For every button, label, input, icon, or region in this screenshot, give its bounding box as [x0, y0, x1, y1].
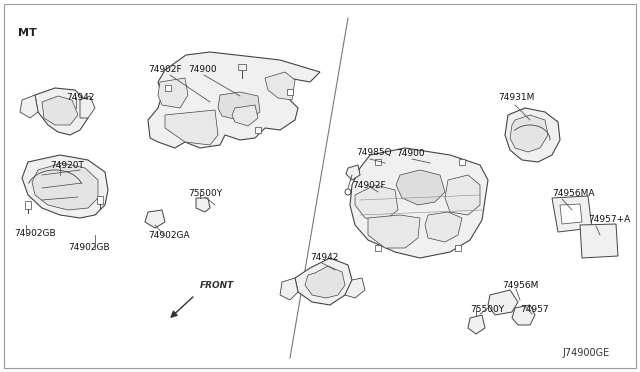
- Text: 74902F: 74902F: [148, 64, 182, 74]
- Polygon shape: [238, 64, 246, 70]
- Polygon shape: [455, 245, 461, 251]
- Text: 74900: 74900: [188, 64, 216, 74]
- Polygon shape: [510, 115, 548, 152]
- Polygon shape: [280, 278, 298, 300]
- Polygon shape: [445, 175, 480, 215]
- Polygon shape: [265, 72, 295, 100]
- Text: 74956M: 74956M: [502, 280, 538, 289]
- Polygon shape: [488, 290, 518, 315]
- Polygon shape: [97, 196, 103, 204]
- Polygon shape: [305, 266, 345, 298]
- Polygon shape: [368, 215, 420, 248]
- Text: 74942: 74942: [66, 93, 94, 102]
- Polygon shape: [295, 258, 352, 305]
- Polygon shape: [35, 88, 88, 135]
- Text: MT: MT: [18, 28, 36, 38]
- Text: 74931M: 74931M: [498, 93, 534, 103]
- Polygon shape: [158, 78, 188, 108]
- Polygon shape: [20, 95, 38, 118]
- Text: 74902GB: 74902GB: [68, 244, 109, 253]
- Polygon shape: [165, 85, 171, 91]
- Polygon shape: [32, 163, 98, 210]
- Polygon shape: [512, 305, 535, 325]
- Text: 74985Q: 74985Q: [356, 148, 392, 157]
- Polygon shape: [375, 159, 381, 165]
- Polygon shape: [42, 96, 78, 125]
- Polygon shape: [355, 185, 398, 220]
- Text: 74942: 74942: [310, 253, 339, 262]
- Text: 75500Y: 75500Y: [470, 305, 504, 314]
- Polygon shape: [375, 245, 381, 251]
- Polygon shape: [468, 315, 485, 334]
- Polygon shape: [346, 165, 360, 180]
- Polygon shape: [350, 148, 488, 258]
- Text: 74957: 74957: [520, 305, 548, 314]
- Polygon shape: [425, 212, 462, 242]
- Polygon shape: [148, 52, 320, 148]
- Polygon shape: [80, 96, 95, 118]
- Polygon shape: [22, 155, 108, 218]
- Polygon shape: [580, 224, 618, 258]
- Text: 75500Y: 75500Y: [188, 189, 222, 198]
- Text: 74957+A: 74957+A: [588, 215, 630, 224]
- Polygon shape: [145, 210, 165, 228]
- Polygon shape: [345, 278, 365, 298]
- Polygon shape: [255, 127, 261, 133]
- Polygon shape: [165, 110, 218, 145]
- Polygon shape: [232, 105, 258, 126]
- Text: 74956MA: 74956MA: [552, 189, 595, 198]
- Polygon shape: [218, 92, 260, 120]
- Text: FRONT: FRONT: [200, 280, 234, 289]
- Text: 74920T: 74920T: [50, 160, 84, 170]
- Polygon shape: [459, 159, 465, 165]
- Text: 74902F: 74902F: [352, 180, 386, 189]
- Polygon shape: [552, 196, 592, 232]
- Polygon shape: [25, 201, 31, 209]
- Polygon shape: [505, 108, 560, 162]
- Text: 74902GA: 74902GA: [148, 231, 189, 241]
- Polygon shape: [287, 89, 293, 95]
- Polygon shape: [196, 198, 210, 212]
- Text: 74902GB: 74902GB: [14, 230, 56, 238]
- Polygon shape: [396, 170, 445, 205]
- Polygon shape: [560, 204, 582, 224]
- Text: 74900: 74900: [396, 148, 424, 157]
- Text: J74900GE: J74900GE: [563, 348, 610, 358]
